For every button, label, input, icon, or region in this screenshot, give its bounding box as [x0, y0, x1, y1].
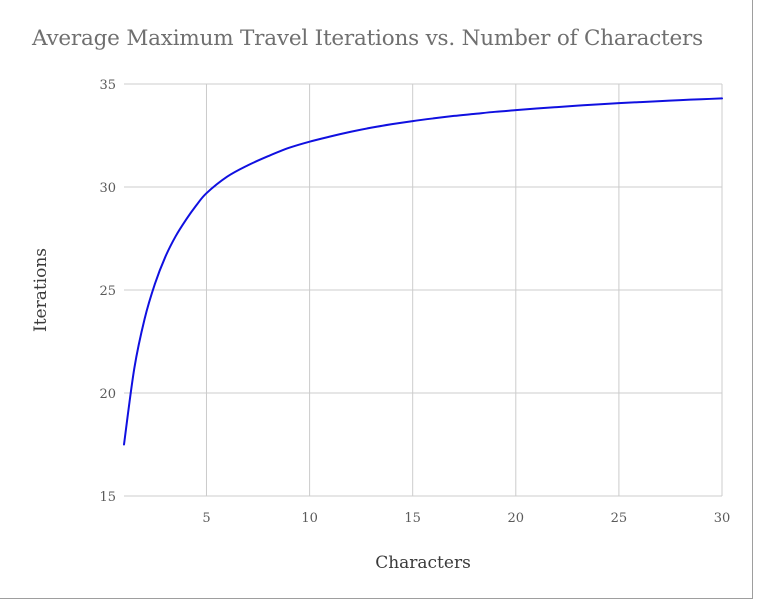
chart-title: Average Maximum Travel Iterations vs. Nu… [32, 26, 703, 51]
y-tick-label: 15 [99, 490, 116, 505]
y-axis-ticks: 15 20 25 30 35 [99, 78, 116, 505]
x-axis-ticks: 5 10 15 20 25 30 [202, 511, 730, 526]
x-tick-label: 10 [301, 511, 318, 526]
y-tick-label: 30 [99, 181, 116, 196]
series-line [123, 97, 723, 446]
x-tick-label: 15 [404, 511, 421, 526]
series-layer [123, 97, 723, 446]
x-axis-title: Characters [375, 553, 471, 573]
right-edge [753, 0, 757, 604]
x-tick-label: 20 [508, 511, 525, 526]
y-tick-label: 25 [99, 284, 116, 299]
grid-lines [124, 83, 723, 497]
y-tick-label: 35 [99, 78, 116, 93]
x-tick-label: 30 [714, 511, 731, 526]
y-axis-title: Iterations [31, 248, 51, 332]
y-tick-label: 20 [99, 387, 116, 402]
x-tick-label: 25 [611, 511, 628, 526]
x-tick-label: 5 [202, 511, 210, 526]
